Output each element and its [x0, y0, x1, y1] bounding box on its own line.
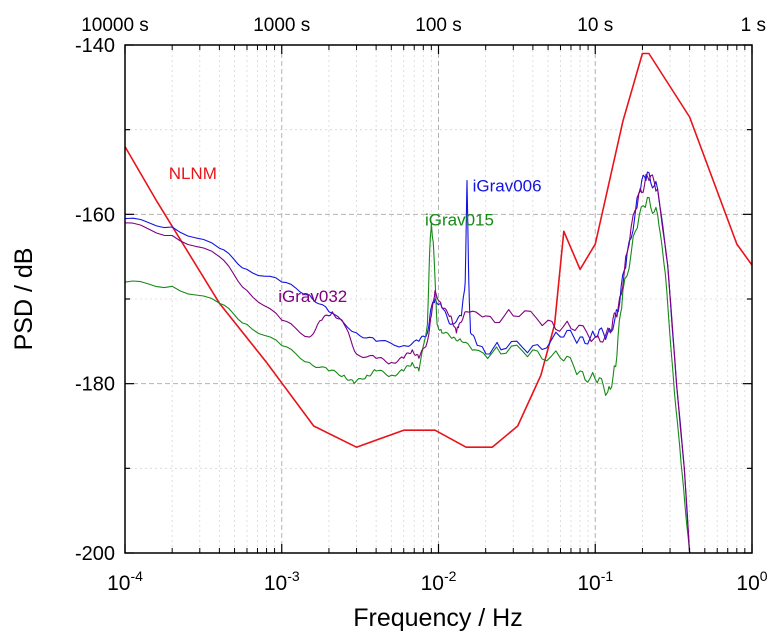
y-tick-label: -140 — [75, 35, 115, 57]
series-line-nlnm — [125, 52, 752, 448]
x-tick-label: 10-3 — [264, 568, 300, 595]
x-tick-label: 10-2 — [421, 568, 457, 595]
labels: 10-4 10-3 10-2 10-1 100 10000 s 1000 s 100 s 10 … — [75, 15, 768, 595]
y-tick-label: -160 — [75, 204, 115, 226]
top-tick-label: 1 s — [741, 15, 766, 36]
top-tick-label: 10000 s — [81, 15, 149, 36]
series-line-igrav006 — [125, 171, 691, 553]
x-tick-label: 10-4 — [107, 568, 143, 595]
y-tick-label: -180 — [75, 374, 115, 396]
x-tick-label: 10-1 — [577, 568, 613, 595]
y-tick-label: -200 — [75, 543, 115, 565]
grid — [125, 45, 752, 553]
top-tick-label: 10 s — [577, 15, 613, 36]
x-tick-label: 100 — [736, 568, 767, 595]
series-layer — [125, 52, 752, 553]
top-tick-label: 100 s — [415, 15, 461, 36]
series-label-nlnm: NLNM — [169, 164, 217, 183]
top-tick-label: 1000 s — [253, 15, 310, 36]
series-label-igrav032: iGrav032 — [278, 287, 347, 306]
x-axis-label: Frequency / Hz — [353, 604, 523, 631]
series-line-igrav032 — [125, 173, 691, 553]
y-axis-label: PSD / dB — [10, 248, 38, 351]
ticks — [124, 44, 753, 554]
series-label-igrav006: iGrav006 — [473, 177, 542, 196]
series-label-igrav015: iGrav015 — [425, 211, 494, 230]
series-line-igrav015 — [125, 196, 691, 553]
